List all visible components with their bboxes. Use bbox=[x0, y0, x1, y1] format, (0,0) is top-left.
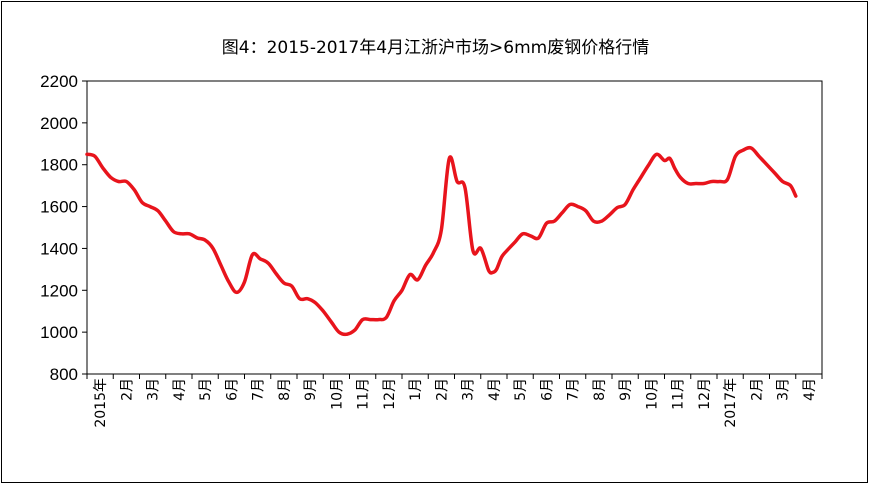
x-tick-label: 2月 bbox=[749, 378, 765, 401]
x-tick-label: 4月 bbox=[487, 378, 503, 401]
y-tick-label: 1000 bbox=[40, 323, 78, 342]
x-tick-label: 3月 bbox=[461, 378, 477, 401]
x-tick-label: 12月 bbox=[697, 378, 713, 410]
x-tick-label: 7月 bbox=[251, 378, 267, 401]
x-tick-label: 2月 bbox=[434, 378, 450, 401]
x-tick-label: 5月 bbox=[198, 378, 214, 401]
y-tick-label: 2200 bbox=[40, 72, 78, 91]
x-tick-label: 6月 bbox=[224, 378, 240, 401]
x-tick-label: 6月 bbox=[539, 378, 555, 401]
x-tick-label: 12月 bbox=[382, 378, 398, 410]
y-tick-label: 800 bbox=[50, 365, 78, 384]
x-tick-label: 9月 bbox=[303, 378, 319, 401]
x-tick-label: 5月 bbox=[513, 378, 529, 401]
x-tick-label: 4月 bbox=[172, 378, 188, 401]
y-tick-label: 1200 bbox=[40, 281, 78, 300]
y-tick-label: 2000 bbox=[40, 114, 78, 133]
x-tick-label: 11月 bbox=[671, 378, 687, 410]
plot-area bbox=[86, 80, 823, 375]
x-tick-label: 2月 bbox=[119, 378, 135, 401]
x-tick-label: 11月 bbox=[356, 378, 372, 410]
x-tick-label: 1月 bbox=[408, 378, 424, 401]
x-tick-label: 3月 bbox=[146, 378, 162, 401]
x-tick-label: 2015年 bbox=[93, 378, 109, 428]
y-axis: 800 1000 1200 1400 1600 1800 2000 2200 bbox=[40, 72, 87, 384]
x-tick-label: 8月 bbox=[592, 378, 608, 401]
x-tick-label: 8月 bbox=[277, 378, 293, 401]
y-tick-label: 1400 bbox=[40, 239, 78, 258]
x-tick-label: 2017年 bbox=[723, 378, 739, 428]
x-tick-label: 10月 bbox=[644, 378, 660, 410]
series-group bbox=[85, 145, 798, 337]
x-tick-label: 7月 bbox=[566, 378, 582, 401]
x-axis: 2015年 2月 3月 4月 5月 6月 7月 8月 9月 10月 11月 12月 1月 2月 3月 4月 5月… bbox=[86, 374, 823, 428]
x-tick-label: 9月 bbox=[618, 378, 634, 401]
x-tick-label: 4月 bbox=[802, 378, 818, 401]
y-tick-label: 1800 bbox=[40, 156, 78, 175]
price-series-line bbox=[85, 145, 798, 337]
x-tick-label: 3月 bbox=[776, 378, 792, 401]
y-tick-label: 1600 bbox=[40, 198, 78, 217]
chart-title: 图4：2015-2017年4月江浙沪市场>6mm废钢价格行情 bbox=[221, 38, 650, 58]
x-tick-label: 10月 bbox=[329, 378, 345, 410]
